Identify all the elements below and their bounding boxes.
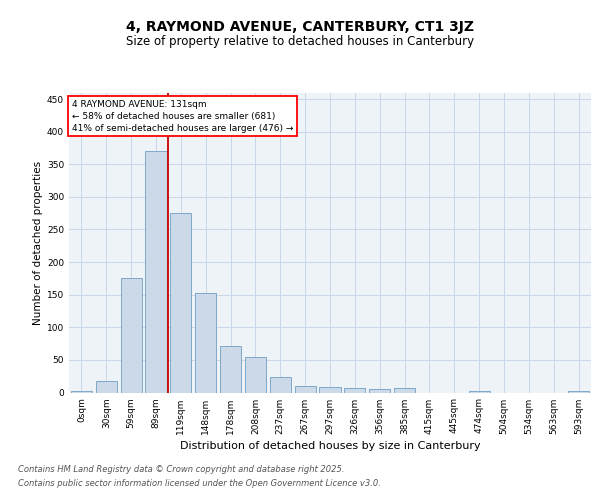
Bar	[469, 390, 490, 392]
Bar	[568, 391, 589, 392]
Bar	[121, 278, 142, 392]
Bar	[394, 388, 415, 392]
Bar	[245, 358, 266, 392]
Text: Contains public sector information licensed under the Open Government Licence v3: Contains public sector information licen…	[18, 478, 381, 488]
Bar	[344, 388, 365, 392]
Bar	[71, 391, 92, 392]
Bar	[369, 389, 390, 392]
Bar	[270, 377, 291, 392]
Y-axis label: Number of detached properties: Number of detached properties	[33, 160, 43, 324]
Bar	[195, 294, 216, 392]
Text: Size of property relative to detached houses in Canterbury: Size of property relative to detached ho…	[126, 35, 474, 48]
Bar	[295, 386, 316, 392]
Bar	[220, 346, 241, 393]
Text: Contains HM Land Registry data © Crown copyright and database right 2025.: Contains HM Land Registry data © Crown c…	[18, 465, 344, 474]
Bar	[319, 386, 341, 392]
Bar	[170, 212, 191, 392]
Bar	[145, 151, 167, 392]
Text: 4, RAYMOND AVENUE, CANTERBURY, CT1 3JZ: 4, RAYMOND AVENUE, CANTERBURY, CT1 3JZ	[126, 20, 474, 34]
X-axis label: Distribution of detached houses by size in Canterbury: Distribution of detached houses by size …	[179, 440, 481, 450]
Bar	[96, 382, 117, 392]
Text: 4 RAYMOND AVENUE: 131sqm
← 58% of detached houses are smaller (681)
41% of semi-: 4 RAYMOND AVENUE: 131sqm ← 58% of detach…	[71, 100, 293, 132]
